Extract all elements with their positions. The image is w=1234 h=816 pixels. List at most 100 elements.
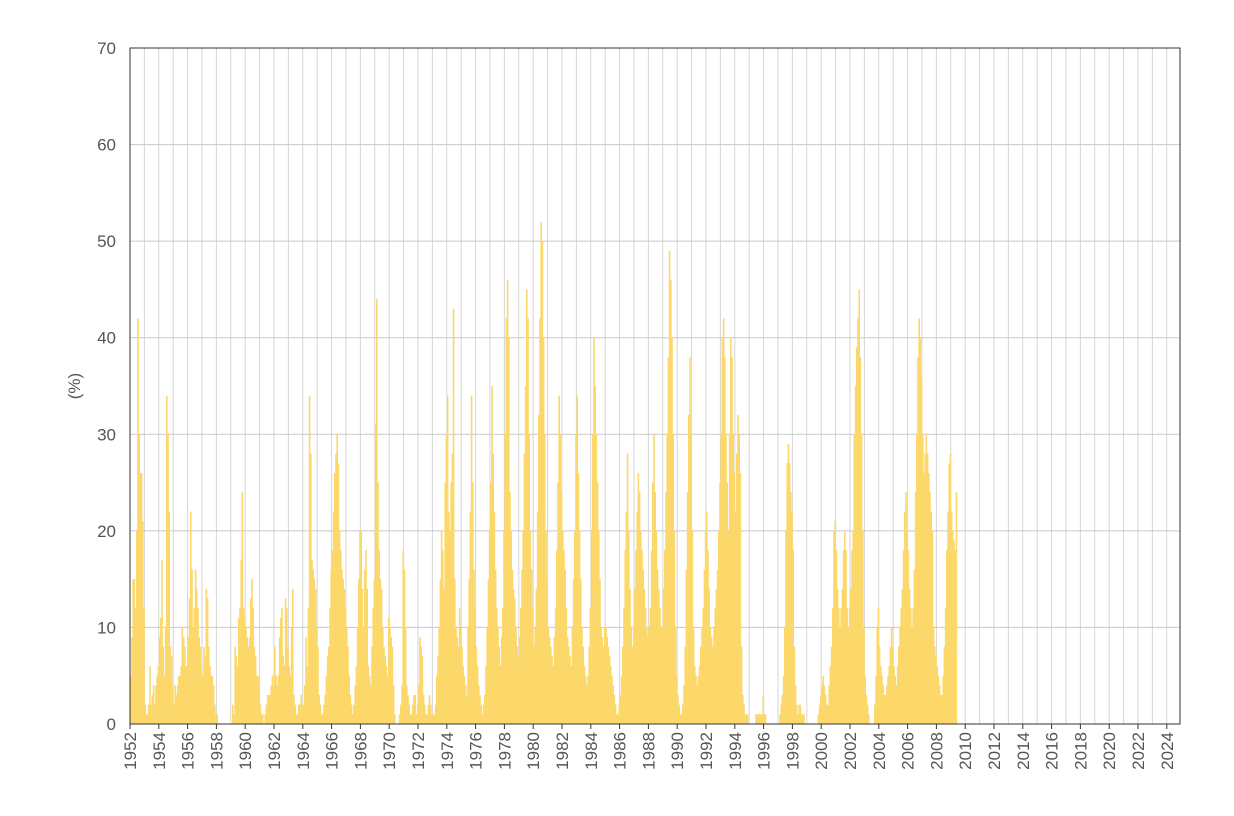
data-bar xyxy=(893,666,895,724)
data-bar xyxy=(726,482,728,724)
data-bar xyxy=(758,714,761,724)
data-bar xyxy=(360,530,362,724)
data-bar xyxy=(336,434,338,724)
data-bar xyxy=(954,550,956,724)
data-bar xyxy=(922,434,924,724)
data-bar xyxy=(905,492,907,724)
data-bar xyxy=(170,656,173,724)
data-bar xyxy=(332,511,335,724)
data-bar xyxy=(624,550,626,724)
data-bar xyxy=(306,666,308,724)
data-bar xyxy=(631,646,634,724)
data-bar xyxy=(508,337,510,724)
data-bar xyxy=(629,588,631,724)
data-bar xyxy=(137,318,139,724)
data-bar xyxy=(318,695,320,724)
data-bar xyxy=(186,666,188,724)
data-bar xyxy=(451,453,454,724)
data-bar xyxy=(605,627,607,724)
data-bar xyxy=(355,666,358,724)
data-bar xyxy=(614,704,617,724)
data-bar xyxy=(176,685,179,724)
data-bar xyxy=(930,511,932,724)
data-bar xyxy=(506,279,509,724)
data-bar xyxy=(270,685,272,724)
data-bar xyxy=(798,704,800,724)
data-bar xyxy=(253,646,256,724)
data-bar xyxy=(464,685,467,724)
data-bar xyxy=(570,666,572,724)
data-bar xyxy=(781,695,784,724)
data-bar xyxy=(328,646,330,724)
data-bar xyxy=(842,550,845,724)
data-bar xyxy=(557,482,559,724)
data-bar xyxy=(371,646,373,724)
data-bar xyxy=(265,704,268,724)
data-bar xyxy=(390,637,392,724)
data-bar xyxy=(205,588,208,724)
data-bar xyxy=(430,704,432,724)
data-bar xyxy=(348,675,350,724)
data-bar xyxy=(655,530,658,724)
data-bar xyxy=(166,395,168,724)
data-bar xyxy=(679,714,682,724)
data-bar xyxy=(368,675,371,724)
data-bar xyxy=(874,704,876,724)
data-bar xyxy=(880,666,882,724)
data-bar xyxy=(584,675,587,724)
data-bar xyxy=(590,530,593,724)
data-bar xyxy=(434,704,437,724)
data-bar xyxy=(432,714,434,724)
data-bar xyxy=(246,637,248,724)
data-bar xyxy=(672,434,674,724)
data-bar xyxy=(353,704,355,724)
data-bar xyxy=(215,714,217,724)
data-bar xyxy=(256,675,258,724)
data-bar xyxy=(139,472,142,724)
data-bar xyxy=(906,530,908,724)
data-bar xyxy=(644,608,647,724)
data-bar xyxy=(317,646,319,724)
data-bar xyxy=(892,646,894,724)
data-bar xyxy=(883,695,886,724)
data-bar xyxy=(389,627,391,724)
data-bar xyxy=(202,675,204,724)
data-bar xyxy=(635,550,637,724)
plot-frame xyxy=(129,47,1181,725)
x-tick-label: 1982 xyxy=(553,732,572,770)
data-bar xyxy=(890,627,893,724)
data-bar xyxy=(488,530,491,724)
data-bar xyxy=(881,675,883,724)
data-bar xyxy=(710,637,713,724)
data-bar xyxy=(310,453,312,724)
data-bar xyxy=(780,704,782,724)
data-bar xyxy=(286,608,288,724)
data-bar xyxy=(242,608,245,724)
data-bar xyxy=(492,453,494,724)
data-bar xyxy=(725,434,727,724)
x-tick-label: 2022 xyxy=(1129,732,1148,770)
data-bar xyxy=(552,666,554,724)
data-bar xyxy=(911,627,913,724)
data-bar xyxy=(342,579,344,724)
data-bar xyxy=(640,530,642,724)
data-bar xyxy=(378,550,380,724)
data-bar xyxy=(875,675,877,724)
data-bar xyxy=(428,695,431,724)
y-tick-label: 0 xyxy=(107,715,116,734)
x-tick-label: 2016 xyxy=(1043,732,1062,770)
data-bar xyxy=(364,569,366,724)
data-bar xyxy=(281,608,283,724)
data-bar xyxy=(179,675,181,724)
data-bar xyxy=(443,588,445,724)
data-bar xyxy=(157,666,160,724)
data-bar xyxy=(510,530,512,724)
data-bar xyxy=(289,675,292,724)
data-bar xyxy=(419,637,421,724)
data-bar xyxy=(292,588,294,724)
x-tick-label: 1958 xyxy=(207,732,226,770)
data-bar xyxy=(686,492,689,724)
data-bar xyxy=(653,434,655,724)
data-bar xyxy=(876,627,878,724)
